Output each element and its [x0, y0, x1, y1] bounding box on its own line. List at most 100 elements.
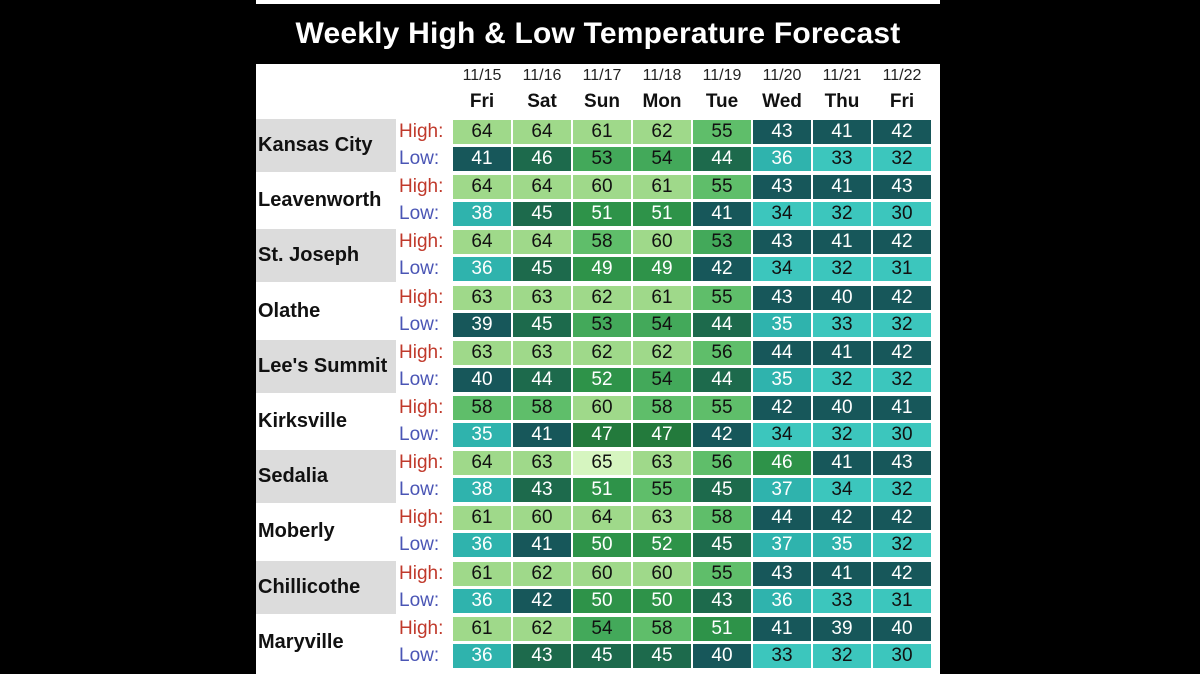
low-temp-cell: 44	[513, 367, 571, 392]
low-label: Low:	[399, 589, 440, 611]
high-temp-cell: 44	[753, 340, 811, 365]
city-row: Lee's Summit High: Low: 63 63 62 62 56 44 41 42 40 4…	[256, 339, 940, 393]
city-name: Leavenworth	[258, 189, 382, 212]
high-label: High:	[399, 341, 444, 363]
day-date: 11/20	[762, 67, 802, 84]
low-temp-cell: 39	[453, 312, 511, 337]
low-temp-cell: 51	[573, 478, 631, 503]
high-temp-cell: 42	[753, 396, 811, 420]
low-temp-cell: 50	[573, 533, 631, 558]
low-temp-cell: 35	[453, 423, 511, 447]
high-temp-cell: 40	[873, 616, 931, 641]
low-temp-cell: 36	[753, 147, 811, 171]
day-name: Tue	[705, 91, 739, 112]
high-temp-cell: 41	[813, 120, 871, 144]
city-name: Kansas City	[256, 119, 396, 172]
low-temp-cell: 41	[693, 202, 751, 227]
high-temp-cell: 58	[633, 396, 691, 420]
high-temp-cell: 44	[753, 506, 811, 531]
low-label: Low:	[399, 203, 440, 225]
high-temp-cell: 42	[873, 285, 931, 310]
high-temp-cell: 55	[693, 561, 751, 586]
city-name: Olathe	[258, 299, 321, 322]
high-temp-cell: 58	[453, 396, 511, 420]
high-temp-cell: 58	[513, 396, 571, 420]
city-name: Sedalia	[256, 450, 396, 504]
high-temp-cell: 41	[813, 340, 871, 365]
low-temp-cell: 34	[753, 257, 811, 282]
low-temp-cell: 31	[873, 588, 931, 613]
low-temp-cell: 50	[573, 588, 631, 613]
high-label: High:	[399, 617, 444, 639]
low-temp-cell: 54	[633, 367, 691, 392]
low-temp-cell: 43	[513, 643, 571, 668]
low-temp-cell: 49	[573, 257, 631, 282]
low-temp-cell: 41	[513, 423, 571, 447]
high-temp-cell: 39	[813, 616, 871, 641]
low-temp-cell: 37	[753, 478, 811, 503]
high-temp-cell: 51	[693, 616, 751, 641]
high-temp-cell: 64	[453, 120, 511, 144]
high-temp-cell: 65	[573, 451, 631, 476]
high-temp-cell: 63	[633, 451, 691, 476]
high-temp-cell: 60	[513, 506, 571, 531]
high-temp-cell: 43	[753, 561, 811, 586]
day-name: Fri	[469, 91, 495, 112]
city-row: Kirksville High: Low: 58 58 60 58 55 42 40 41 35 41 4…	[256, 395, 940, 448]
high-temp-cell: 63	[513, 451, 571, 476]
low-temp-cell: 37	[753, 533, 811, 558]
city-name: Chillicothe	[256, 560, 396, 614]
low-temp-cell: 31	[873, 257, 931, 282]
high-temp-cell: 64	[573, 506, 631, 531]
high-label: High:	[399, 176, 444, 198]
day-name: Wed	[762, 91, 802, 112]
high-temp-cell: 60	[633, 230, 691, 255]
low-temp-cell: 45	[693, 533, 751, 558]
high-temp-cell: 43	[753, 285, 811, 310]
low-temp-cell: 49	[633, 257, 691, 282]
low-temp-cell: 45	[513, 257, 571, 282]
low-temp-cell: 35	[813, 533, 871, 558]
high-temp-cell: 55	[693, 120, 751, 144]
high-temp-cell: 40	[813, 285, 871, 310]
low-temp-cell: 47	[573, 423, 631, 447]
high-label: High:	[399, 231, 444, 253]
high-temp-cell: 58	[633, 616, 691, 641]
low-temp-cell: 32	[873, 312, 931, 337]
high-temp-cell: 62	[573, 340, 631, 365]
low-temp-cell: 44	[693, 147, 751, 171]
high-temp-cell: 42	[813, 506, 871, 531]
low-temp-cell: 40	[693, 643, 751, 668]
city-name: Lee's Summit	[256, 339, 396, 393]
low-temp-cell: 45	[513, 202, 571, 227]
day-header: 11/21 Thu	[812, 64, 872, 119]
high-label: High:	[399, 452, 444, 474]
low-temp-cell: 35	[753, 367, 811, 392]
low-temp-cell: 32	[813, 423, 871, 447]
high-temp-cell: 61	[453, 506, 511, 531]
high-temp-cell: 60	[573, 396, 631, 420]
low-temp-cell: 43	[693, 588, 751, 613]
low-label: Low:	[399, 258, 440, 280]
high-temp-cell: 42	[873, 506, 931, 531]
high-temp-cell: 64	[513, 175, 571, 200]
high-temp-cell: 56	[693, 451, 751, 476]
high-temp-cell: 63	[633, 506, 691, 531]
low-temp-cell: 32	[873, 367, 931, 392]
high-temp-cell: 60	[573, 561, 631, 586]
low-temp-cell: 54	[633, 312, 691, 337]
low-temp-cell: 36	[453, 533, 511, 558]
low-temp-cell: 45	[633, 643, 691, 668]
low-temp-cell: 53	[573, 312, 631, 337]
day-name: Thu	[824, 91, 860, 112]
city-name: Moberly	[258, 520, 335, 543]
low-temp-cell: 30	[873, 423, 931, 447]
low-temp-cell: 33	[813, 588, 871, 613]
low-temp-cell: 36	[753, 588, 811, 613]
low-temp-cell: 34	[753, 202, 811, 227]
high-temp-cell: 42	[873, 340, 931, 365]
low-temp-cell: 42	[693, 257, 751, 282]
city-row: Moberly High: Low: 61 60 64 63 58 44 42 42 36 41 50 52…	[256, 505, 940, 558]
high-temp-cell: 61	[633, 285, 691, 310]
day-header: 11/22 Fri	[872, 64, 932, 119]
